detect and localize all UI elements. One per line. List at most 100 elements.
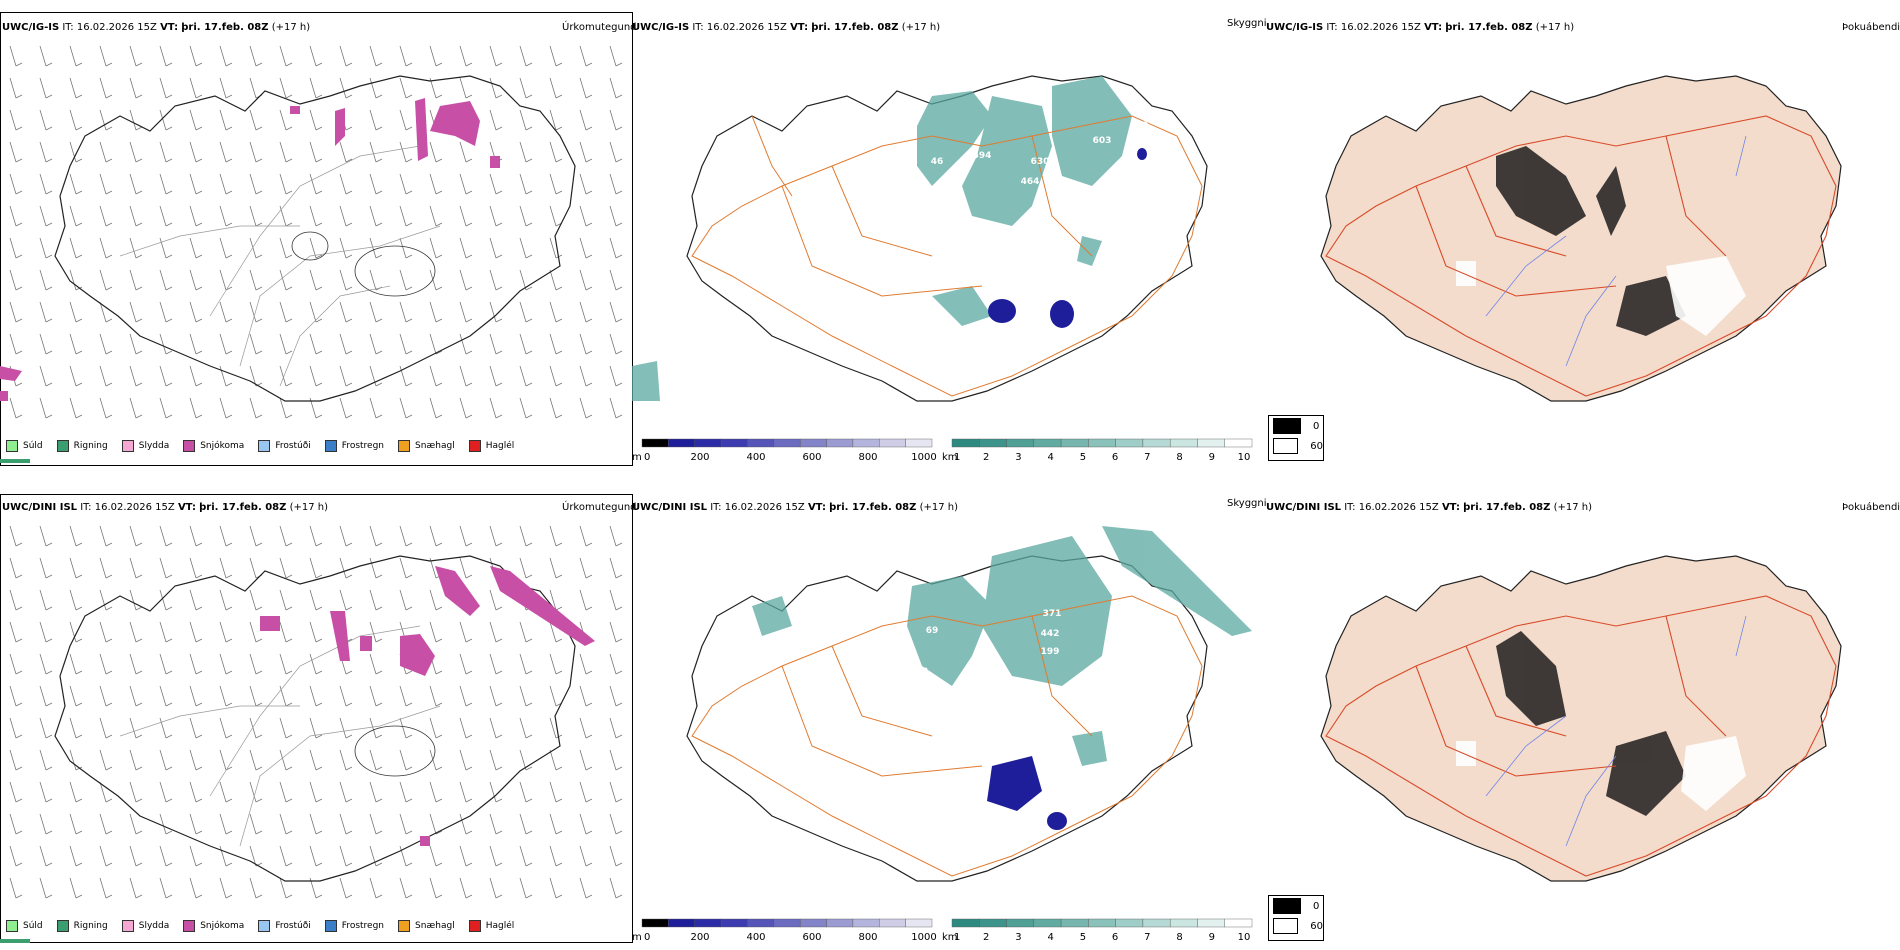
visibility-map-top: 46 594 630 464 603 49 302 142 11 43 59	[632, 75, 1208, 402]
legend-label: Frostregn	[341, 921, 385, 931]
colorbar-tick: 7	[1144, 452, 1150, 463]
visibility-value-label: 79	[931, 571, 944, 581]
visibility-map-bottom: 79 371 442 69 199 42 35 206 86 37	[686, 526, 1252, 882]
legend-label: Frostregn	[341, 441, 385, 451]
legend-label: Snjókoma	[200, 441, 245, 451]
legend-item-súld: Súld	[6, 440, 43, 452]
fog-title: Þokuábendi	[1842, 22, 1900, 33]
model-name: UWC/IG-IS	[2, 22, 60, 33]
colorbar-segment	[773, 918, 801, 928]
colorbar-tick: 3	[1015, 452, 1021, 463]
legend-swatch	[258, 440, 271, 452]
visibility-value-label: 594	[973, 151, 992, 161]
colorbar-segment	[694, 918, 722, 928]
iceland-outline	[54, 75, 576, 402]
legend-item-frostregn: Frostregn	[324, 920, 385, 932]
colorbar-segment	[1224, 438, 1253, 448]
colorbar-segment	[1115, 918, 1144, 928]
colorbar-tick: 0	[644, 452, 650, 463]
legend-swatch	[324, 920, 337, 932]
colorbar-segment	[826, 918, 854, 928]
legend-item-frostúði: Frostúði	[258, 440, 311, 452]
colorbar-tick: 10	[1238, 932, 1251, 943]
visibility-value-label: 302	[1111, 217, 1130, 227]
colorbar-tick: 4	[1047, 932, 1053, 943]
colorbar-segment	[1060, 918, 1089, 928]
legend-swatch	[398, 920, 411, 932]
visibility-value-label: 206	[1105, 704, 1124, 714]
visibility-value-label: 86	[1011, 724, 1024, 734]
fog-light-areas	[1456, 256, 1746, 336]
colorbar-tick: 6	[1112, 932, 1118, 943]
colorbar-tick: 5	[1080, 452, 1086, 463]
precip-panel-top	[0, 12, 633, 466]
colorbar-segment	[1006, 438, 1035, 448]
legend-label: Súld	[23, 921, 43, 931]
fog-title-bottom: Þokuábendi	[1842, 502, 1900, 513]
colorbar-segment	[799, 438, 827, 448]
legend-swatch	[183, 440, 196, 452]
colorbar-tick: 1000	[911, 932, 936, 943]
cbar-m-top: m 0 200 400 600 800 1000	[632, 438, 937, 463]
legend-label: Snjókoma	[200, 921, 245, 931]
legend-item-haglél: Haglél	[468, 440, 514, 452]
colorbar-segment	[773, 438, 801, 448]
fog-dark-areas	[1496, 146, 1686, 336]
visibility-value-label: 442	[1041, 629, 1060, 639]
colorbar-tick: 600	[802, 452, 821, 463]
visibility-value-label: 464	[1021, 177, 1040, 187]
colorbar-segment	[979, 438, 1007, 448]
colorbar-tick: 2	[983, 932, 989, 943]
visibility-value-label: 11	[1064, 249, 1077, 259]
low-visibility-areas	[988, 148, 1147, 328]
header-top-right: UWC/IG-IS IT: 16.02.2026 15Z VT: þri. 17…	[1266, 22, 1575, 33]
precip-legend-bar-top	[0, 459, 30, 463]
low-visibility-areas	[987, 756, 1067, 830]
legend-item-rigning: Rigning	[56, 920, 108, 932]
cbar-km-bottom: km1 2 3 4 5 6 7 8 9 10	[942, 918, 1253, 943]
colorbar-tick: 0	[644, 932, 650, 943]
colorbar-tick: 8	[1176, 452, 1182, 463]
rivers	[1485, 135, 1747, 367]
colorbar-segment	[1142, 438, 1171, 448]
legend-item-snjókoma: Snjókoma	[183, 920, 244, 932]
legend-label: Haglél	[485, 921, 515, 931]
header-top-middle: UWC/IG-IS IT: 16.02.2026 15Z VT: þri. 17…	[632, 22, 941, 33]
visibility-title-bottom: Skyggni	[1227, 498, 1267, 509]
header-bottom-middle: UWC/DINI ISL IT: 16.02.2026 15Z VT: þri.…	[632, 502, 959, 513]
legend-label: Snæhagl	[415, 921, 455, 931]
colorbar-segment	[1169, 438, 1198, 448]
legend-item-snjókoma: Snjókoma	[183, 440, 244, 452]
legend-swatch	[6, 440, 18, 452]
colorbar-segment	[1033, 918, 1062, 928]
precip-title: Úrkomutegund	[562, 22, 637, 33]
legend-label: Frostúði	[275, 441, 311, 451]
cbar-km-top: km1 2 3 4 5 6 7 8 9 10	[942, 438, 1253, 463]
legend-item-snæhagl: Snæhagl	[398, 920, 455, 932]
legend-item-rigning: Rigning	[56, 440, 108, 452]
visibility-value-label: 603	[1093, 136, 1112, 146]
cbar-m-bottom: m 0 200 400 600 800 1000	[632, 918, 937, 943]
colorbar-segment	[1033, 438, 1062, 448]
colorbar-segment	[1006, 918, 1035, 928]
colorbar-tick: 1	[954, 932, 960, 943]
colorbar-segment	[826, 438, 854, 448]
legend-item-frostúði: Frostúði	[258, 920, 311, 932]
colorbar-segment	[951, 438, 980, 448]
colorbar-tick: 6	[1112, 452, 1118, 463]
legend-swatch	[258, 920, 271, 932]
legend-swatch	[6, 920, 18, 932]
colorbar-segment	[641, 918, 669, 928]
colorbar-segment	[979, 918, 1007, 928]
header-bottom-left: UWC/DINI ISL IT: 16.02.2026 15Z VT: þri.…	[2, 502, 329, 513]
colorbar-segment	[694, 438, 722, 448]
legend-label: Frostúði	[275, 921, 311, 931]
visibility-title: Skyggni	[1227, 18, 1267, 29]
fog-map-bottom	[1320, 555, 1842, 882]
fog-legend-bottom: 0 60	[1268, 895, 1324, 941]
legend-swatch	[183, 920, 196, 932]
legend-swatch	[398, 440, 411, 452]
colorbar-tick: 2	[983, 452, 989, 463]
wind-barbs	[9, 45, 623, 419]
colorbar-unit: m	[632, 452, 642, 463]
